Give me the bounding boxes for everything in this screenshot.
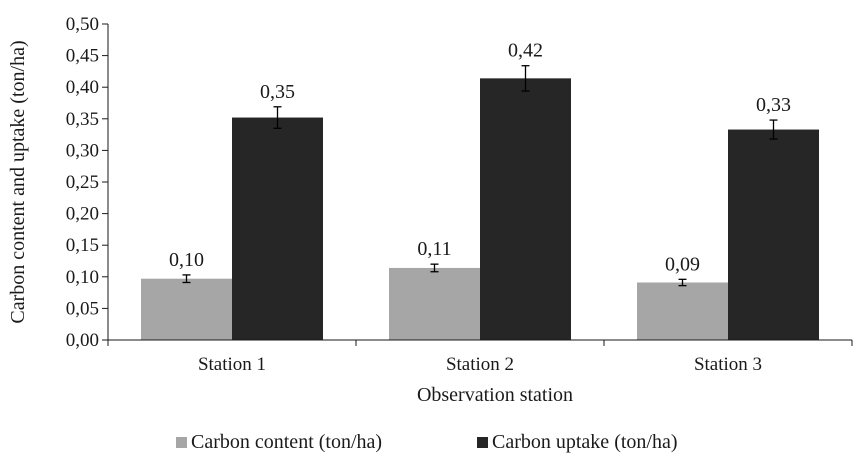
- data-label: 0,35: [260, 81, 295, 103]
- legend-label: Carbon uptake (ton/ha): [492, 431, 678, 453]
- bar: [637, 282, 728, 340]
- legend-swatch: [477, 437, 488, 448]
- bar: [141, 278, 232, 340]
- y-tick-label: 0,45: [66, 46, 99, 67]
- x-tick-label: Station 2: [446, 354, 514, 375]
- x-axis: Station 1 Station 2 Station 3: [107, 339, 853, 375]
- y-tick-label: 0,50: [66, 14, 99, 35]
- y-tick-label: 0,30: [66, 140, 99, 161]
- data-label: 0,42: [508, 40, 543, 62]
- y-tick-label: 0,15: [66, 235, 99, 256]
- error-bars: [182, 65, 778, 287]
- data-labels: 0,10 0,11 0,09 0,35 0,42 0,33: [169, 40, 791, 276]
- data-label: 0,10: [169, 249, 204, 271]
- legend-swatch: [176, 437, 187, 448]
- y-tick-label: 0,20: [66, 204, 99, 225]
- y-tick-label: 0,10: [66, 267, 99, 288]
- legend-label: Carbon content (ton/ha): [191, 431, 382, 453]
- bars: [141, 78, 819, 341]
- legend: Carbon content (ton/ha) Carbon uptake (to…: [176, 431, 678, 453]
- y-tick-label: 0,05: [66, 298, 99, 319]
- y-axis-title: Carbon content and uptake (ton/ha): [7, 40, 29, 323]
- x-tick-label: Station 1: [198, 354, 266, 375]
- data-label: 0,11: [417, 238, 451, 260]
- data-label: 0,09: [665, 253, 700, 275]
- bar: [232, 117, 323, 340]
- bar: [480, 78, 571, 341]
- x-tick-label: Station 3: [694, 354, 762, 375]
- y-tick-label: 0,00: [66, 330, 99, 351]
- x-axis-title: Observation station: [417, 384, 573, 406]
- bar: [728, 129, 819, 340]
- y-tick-label: 0,35: [66, 109, 99, 130]
- y-tick-label: 0,25: [66, 172, 99, 193]
- bar: [389, 267, 480, 340]
- data-label: 0,33: [756, 94, 791, 116]
- y-tick-label: 0,40: [66, 77, 99, 98]
- y-axis: 0,00 0,05 0,10 0,15 0,20 0,25 0,30 0,35 0,40 0,45…: [66, 14, 109, 351]
